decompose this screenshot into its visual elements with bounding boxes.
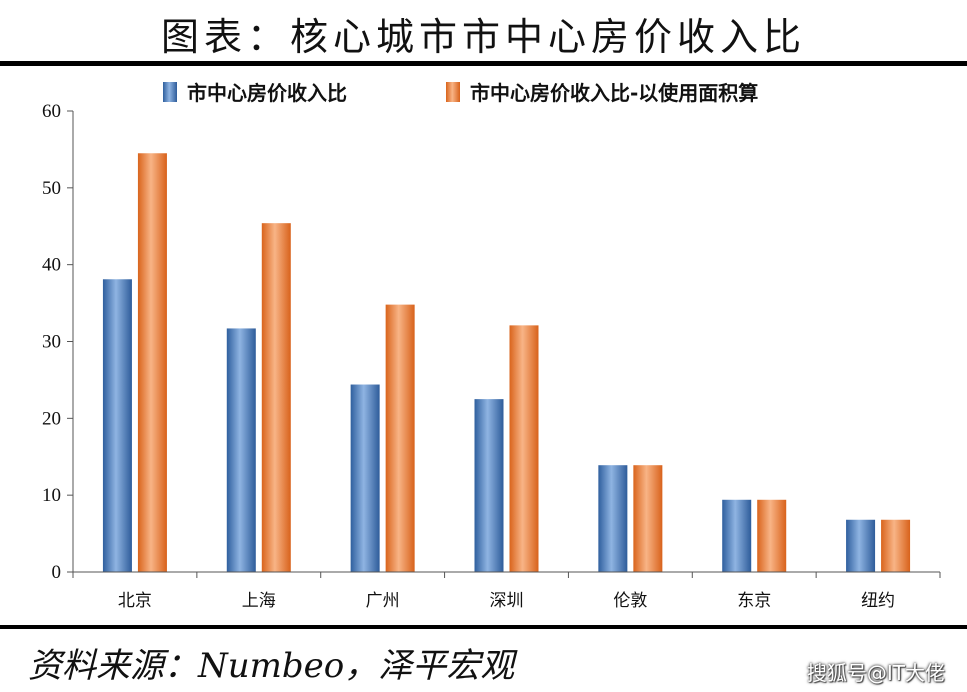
y-tick-label: 50: [42, 178, 61, 199]
x-tick-label: 深圳: [490, 591, 524, 611]
x-tick-label: 上海: [242, 591, 276, 611]
bar-series2: [757, 499, 787, 572]
y-tick-label: 20: [42, 408, 61, 429]
legend-label: 市中心房价收入比-以使用面积算: [470, 81, 758, 105]
x-tick-label: 北京: [118, 591, 152, 611]
bar-series2: [385, 304, 415, 572]
bar-series1: [226, 328, 256, 572]
bar-series1: [350, 384, 380, 572]
y-tick-label: 60: [42, 101, 61, 122]
bar-chart: 市中心房价收入比 市中心房价收入比-以使用面积算 0 10 20 30 40 50 60 北京…: [42, 81, 941, 611]
x-tick-label: 东京: [737, 591, 771, 611]
legend-label: 市中心房价收入比: [187, 81, 347, 105]
bars: [102, 153, 911, 572]
bar-series1: [102, 279, 132, 572]
x-axis: 北京 上海 广州 深圳 伦敦 东京 纽约: [72, 571, 941, 611]
x-tick-label: 伦敦: [613, 591, 647, 611]
top-rule: [0, 61, 967, 66]
bar-series2: [509, 325, 539, 572]
bar-series1: [598, 465, 628, 572]
y-tick-label: 30: [42, 332, 61, 353]
y-tick-label: 0: [52, 562, 62, 583]
chart-title: 图表：核心城市市中心房价收入比: [160, 15, 806, 59]
bar-series2: [137, 153, 167, 572]
bar-series1: [474, 399, 504, 572]
bar-series2: [881, 519, 911, 572]
y-tick-label: 10: [42, 485, 61, 506]
y-axis: 0 10 20 30 40 50 60: [42, 101, 74, 583]
watermark: 搜狐号@IT大佬: [806, 661, 945, 685]
x-tick-label: 广州: [366, 591, 400, 611]
bar-series1: [846, 519, 876, 572]
bar-series1: [722, 499, 752, 572]
x-tick-label: 纽约: [861, 591, 895, 611]
legend: 市中心房价收入比 市中心房价收入比-以使用面积算: [163, 81, 758, 105]
y-tick-label: 40: [42, 255, 61, 276]
bar-series2: [633, 465, 663, 572]
bar-series2: [261, 223, 291, 572]
legend-swatch: [163, 82, 177, 102]
bottom-rule: [0, 625, 967, 629]
source-note: 资料来源：Numbeo，泽平宏观: [28, 646, 515, 686]
legend-swatch: [446, 82, 460, 102]
